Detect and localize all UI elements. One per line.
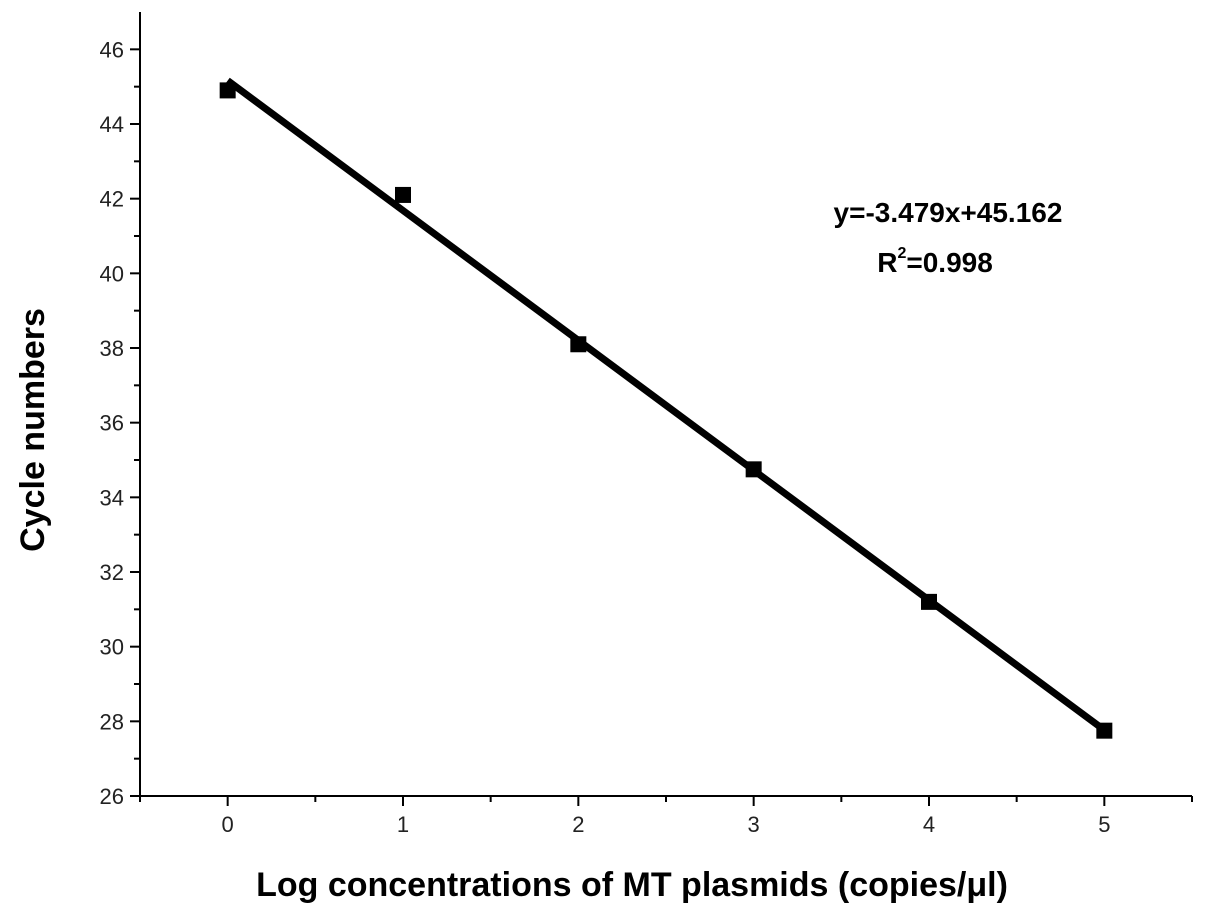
- y-tick-label-44: 44: [100, 112, 124, 137]
- y-axis-title: Cycle numbers: [14, 308, 52, 552]
- data-point-2: [570, 336, 587, 353]
- y-tick-label-34: 34: [100, 485, 124, 510]
- x-axis-ticks: 0 1 2 3 4 5: [139, 796, 1193, 837]
- x-tick-label-4: 4: [923, 812, 935, 837]
- y-tick-label-38: 38: [100, 336, 124, 361]
- data-point-1: [395, 186, 411, 203]
- equation-annotation: y=-3.479x+45.162: [834, 197, 1063, 228]
- x-axis-title: Log concentrations of MT plasmids (copie…: [256, 866, 1008, 904]
- data-point-3: [745, 461, 762, 478]
- data-point-5: [1096, 722, 1113, 739]
- y-tick-label-42: 42: [100, 187, 124, 212]
- y-tick-label-28: 28: [100, 709, 124, 734]
- r-squared-annotation: R2=0.998: [877, 245, 993, 278]
- data-point-0: [219, 82, 236, 99]
- fit-line: [225, 77, 1107, 733]
- x-tick-label-2: 2: [572, 812, 584, 837]
- y-tick-label-26: 26: [100, 784, 124, 809]
- y-tick-label-32: 32: [100, 560, 124, 585]
- x-tick-label-3: 3: [748, 812, 760, 837]
- y-axis-ticks: 26 28 30 32 34 36 38 40 42 44 46: [100, 37, 140, 809]
- fit-line-group: [225, 77, 1107, 733]
- data-point-4: [921, 593, 937, 610]
- y-tick-label-30: 30: [100, 635, 124, 660]
- y-tick-label-36: 36: [100, 411, 124, 436]
- data-points: [219, 82, 1113, 739]
- x-tick-label-1: 1: [397, 812, 409, 837]
- y-tick-label-46: 46: [100, 37, 124, 62]
- y-tick-label-40: 40: [100, 261, 124, 286]
- x-tick-label-5: 5: [1098, 812, 1110, 837]
- x-tick-label-0: 0: [222, 812, 234, 837]
